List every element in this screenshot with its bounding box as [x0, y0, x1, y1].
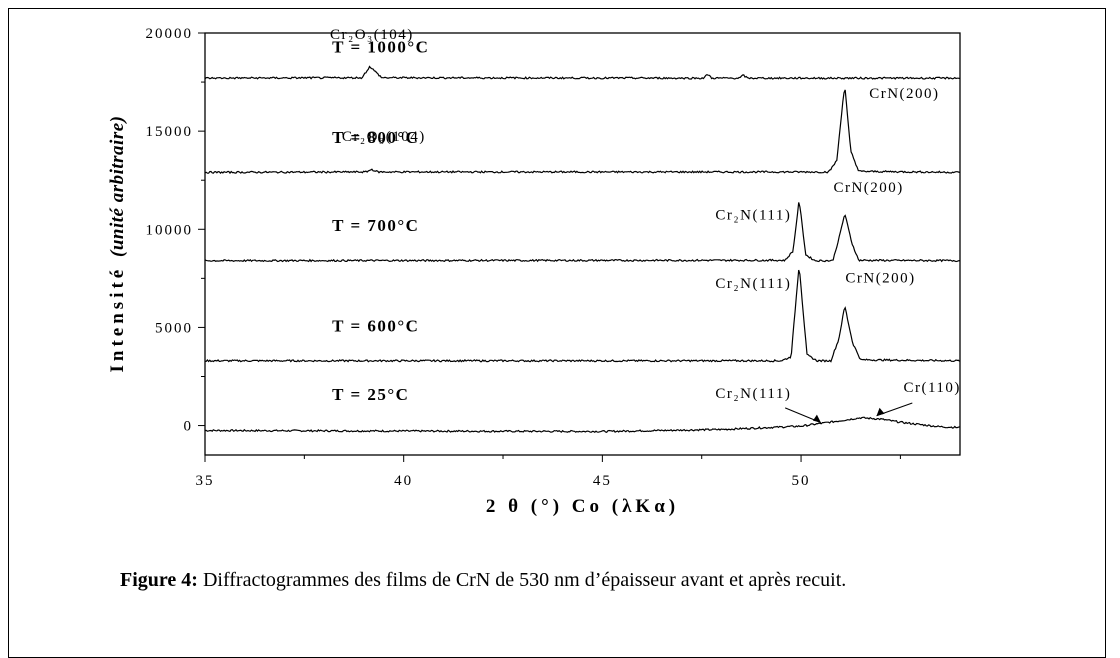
series-label: T = 25°C — [332, 385, 409, 404]
peak-label: Cr₂O₃(104) — [342, 129, 426, 145]
annotation-arrowhead — [812, 414, 821, 423]
peak-label: Cr(110) — [903, 380, 960, 396]
y-tick-label: 10000 — [146, 222, 194, 238]
x-tick-label: 40 — [394, 473, 413, 489]
peak-label: CrN(200) — [845, 270, 915, 286]
series-line — [204, 202, 960, 263]
series-label: T = 1000°C — [332, 38, 429, 57]
y-tick-label: 15000 — [146, 124, 194, 140]
peak-label: Cr₂N(111) — [715, 207, 791, 223]
y-axis-label: Intensité (unité arbitraire) — [107, 116, 128, 373]
series-line — [204, 89, 960, 175]
series-label: T = 700°C — [332, 216, 419, 235]
peak-label: Cr₂N(111) — [715, 386, 791, 402]
x-axis-label: 2 θ (°) Co (λKα) — [486, 496, 679, 517]
series-label: T = 600°C — [332, 316, 419, 335]
caption-label: Figure 4: — [120, 569, 198, 591]
y-tick-label: 20000 — [146, 26, 194, 42]
y-tick-label: 5000 — [155, 320, 193, 336]
peak-label: Cr₂N(111) — [715, 276, 791, 292]
annotation-arrowhead — [876, 407, 885, 416]
series-label: T = 800°C — [332, 128, 419, 147]
caption-text: Diffractogrammes des films de CrN de 530… — [197, 569, 847, 591]
series-line — [204, 416, 960, 434]
y-tick-label: 0 — [184, 419, 194, 435]
peak-label: CrN(200) — [869, 86, 939, 102]
peak-label: CrN(200) — [833, 180, 903, 196]
x-tick-label: 50 — [792, 473, 811, 489]
series-line — [204, 269, 960, 363]
peak-label: Cr₂O₃(104) — [330, 27, 414, 43]
xrd-chart: 35 40 45 50 0 5000 10000 15000 20000 2 θ (°) Co (… — [107, 26, 961, 517]
plot-area — [204, 32, 961, 456]
figure-caption: Figure 4: Diffractogrammes des films de … — [120, 569, 846, 592]
x-tick-label: 45 — [593, 473, 612, 489]
series-line — [204, 65, 960, 80]
x-tick-label: 35 — [196, 473, 215, 489]
